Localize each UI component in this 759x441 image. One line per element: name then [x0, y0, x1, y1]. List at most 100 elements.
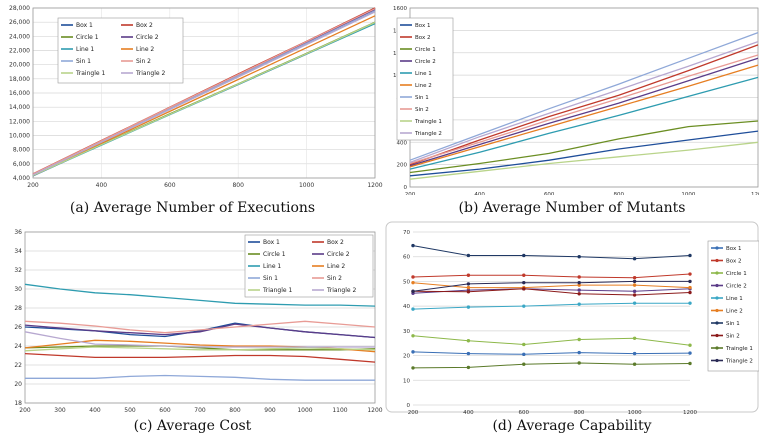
data-point: [632, 293, 637, 297]
series-line: [412, 351, 691, 355]
y-tick-label: 36: [14, 229, 22, 236]
y-tick-label: 32: [14, 267, 22, 274]
legend-label: Circle 1: [76, 34, 99, 41]
series-line: [24, 283, 376, 307]
data-point: [632, 256, 637, 261]
legend-label: Line 1: [263, 263, 281, 270]
series-line: [409, 141, 759, 180]
y-tick-label: 30: [403, 329, 410, 335]
x-tick-label: 1200: [367, 182, 382, 189]
x-tick-label: 800: [229, 407, 241, 414]
legend-label: Sin 2: [327, 275, 342, 282]
data-point: [466, 290, 471, 294]
chart-executions: 4,000 6,000 8,000 10,000 12,000 14,000 16,000 1…: [9, 5, 383, 189]
data-point: [632, 351, 637, 356]
series-line: [412, 288, 691, 294]
y-tick-label: 400: [397, 140, 408, 146]
data-point: [632, 279, 637, 284]
legend-label: Box 1: [76, 22, 93, 29]
y-tick-label: 26,000: [9, 19, 30, 26]
data-point: [411, 280, 415, 285]
series-line: [32, 11, 376, 176]
y-tick-label: 16,000: [9, 90, 30, 97]
caption-capability: (d) Average Capability: [492, 418, 652, 434]
data-point: [577, 361, 581, 365]
series-line: [412, 302, 690, 310]
legend-marker: [715, 271, 719, 275]
y-tick-label: 10,000: [9, 133, 30, 140]
data-point: [411, 275, 415, 279]
data-point: [522, 280, 526, 285]
x-tick-label: 1200: [367, 407, 382, 414]
data-point: [688, 279, 692, 284]
series-line: [24, 345, 376, 351]
data-point: [577, 337, 581, 342]
data-point: [688, 290, 692, 295]
legend-label: Box 1: [726, 246, 741, 252]
legend-label: Line 1: [726, 296, 743, 302]
x-tick-label: 1000: [297, 407, 312, 414]
x-tick-label: 400: [474, 192, 485, 195]
chart-mutants: 0200400600800100012001400160020040060080…: [393, 6, 759, 195]
x-tick-label: 1200: [751, 192, 759, 195]
legend-label: Box 2: [327, 239, 344, 246]
series-line: [409, 31, 759, 161]
x-tick-label: 500: [124, 407, 136, 414]
series-line: [24, 331, 375, 348]
caption-cost: (c) Average Cost: [133, 418, 252, 434]
series-line: [412, 282, 691, 289]
legend-label: Triangle 2: [326, 287, 356, 294]
y-tick-label: 60: [403, 255, 410, 261]
series-line: [24, 352, 376, 363]
series-line: [409, 64, 759, 168]
plot-area: [32, 7, 376, 179]
x-tick-label: 600: [544, 192, 555, 195]
data-point: [688, 272, 692, 276]
legend-label: Circle 1: [263, 251, 286, 258]
y-tick-label: 1600: [393, 6, 407, 12]
legend-marker: [715, 333, 719, 338]
legend-marker: [715, 258, 719, 263]
x-tick-label: 400: [96, 182, 108, 189]
data-point: [522, 253, 526, 258]
data-point: [688, 301, 692, 305]
data-point: [577, 255, 581, 259]
legend-label: Sin 2: [136, 58, 151, 65]
data-point: [466, 351, 471, 356]
legend-label: Line 2: [327, 263, 345, 270]
legend-marker: [715, 246, 719, 250]
chart-panel-executions: 4,000 6,000 8,000 10,000 12,000 14,000 16,000 1…: [0, 0, 385, 218]
x-tick-label: 700: [194, 407, 206, 414]
data-point: [466, 253, 471, 258]
legend-label: Sin 1: [415, 95, 429, 101]
y-tick-label: 50: [403, 279, 410, 285]
data-point: [632, 336, 637, 340]
chart-panel-mutants: 0200400600800100012001400160020040060080…: [385, 0, 759, 218]
x-tick-label: 800: [574, 410, 585, 415]
data-point: [411, 350, 415, 354]
series-line: [25, 374, 375, 381]
y-tick-label: 200: [397, 163, 408, 169]
data-point: [632, 301, 637, 305]
data-point: [577, 275, 581, 279]
data-point: [577, 292, 581, 296]
data-point: [577, 302, 581, 306]
data-point: [577, 288, 581, 292]
data-point: [577, 283, 581, 287]
y-tick-label: 22: [14, 362, 22, 369]
legend-label: Line 1: [76, 46, 94, 53]
x-tick-label: 900: [264, 407, 276, 414]
data-point: [522, 362, 526, 366]
legend-marker: [715, 358, 719, 363]
legend-label: Circle 2: [136, 34, 159, 41]
data-point: [411, 289, 415, 294]
data-point: [466, 273, 471, 277]
data-point: [522, 342, 526, 347]
legend-label: Box 2: [136, 22, 153, 29]
data-point: [466, 339, 471, 343]
series-line: [32, 8, 376, 175]
y-tick-label: 0: [407, 403, 411, 409]
legend-label: Box 2: [726, 259, 741, 265]
y-tick-label: 24: [14, 343, 22, 350]
y-tick-label: 26: [14, 324, 22, 331]
